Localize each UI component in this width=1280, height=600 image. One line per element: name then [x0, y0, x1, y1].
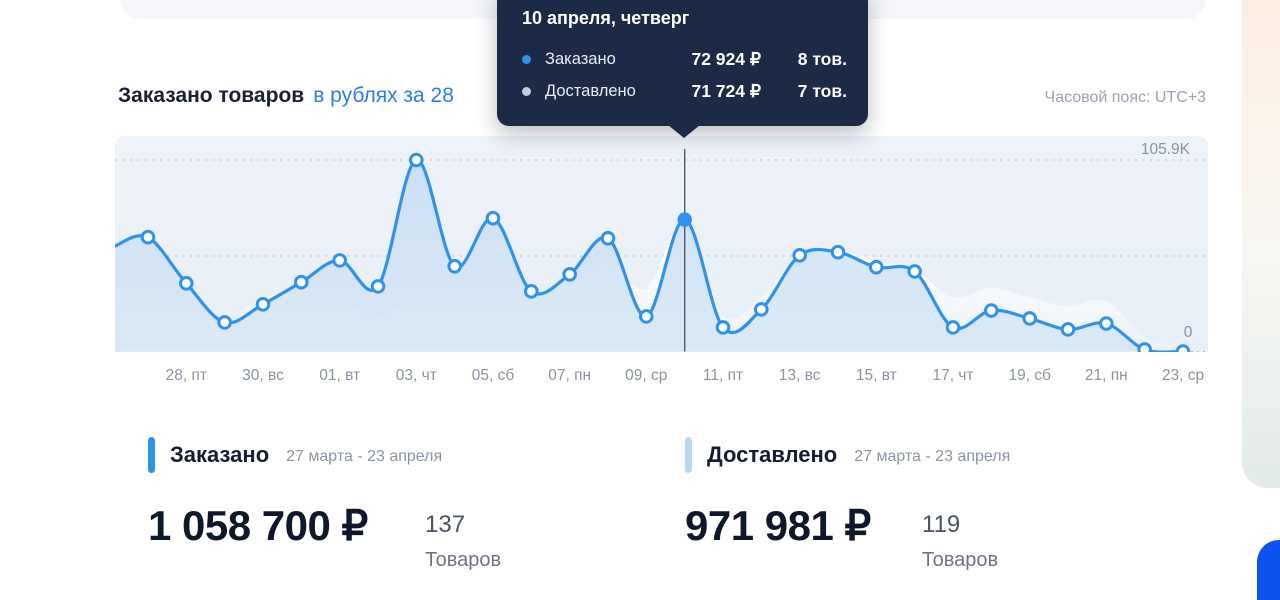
ordered-count: 137 — [425, 511, 466, 538]
data-point-marker[interactable] — [179, 276, 194, 291]
tooltip-delivered-value: 71 724 ₽ — [691, 80, 761, 101]
data-point-marker[interactable] — [409, 152, 424, 168]
x-axis-label: 03, чт — [395, 367, 437, 384]
data-point-marker[interactable] — [830, 244, 846, 260]
data-point-marker[interactable] — [217, 315, 232, 330]
ordered-series-dot-icon — [522, 54, 531, 64]
data-point-marker[interactable] — [945, 320, 961, 335]
data-point-marker[interactable] — [294, 274, 309, 290]
ordered-label: Заказано — [170, 442, 270, 467]
tooltip-row-ordered: Заказано 72 924 ₽ 8 тов. — [522, 43, 847, 75]
data-point-marker[interactable] — [600, 231, 616, 246]
tooltip-delivered-count: 7 тов. — [797, 80, 847, 101]
summary-delivered: Доставлено 27 марта - 23 апреля 971 981 … — [685, 437, 1205, 571]
ordered-count-label: Товаров — [425, 549, 502, 571]
data-point-marker[interactable] — [140, 229, 156, 245]
delivered-amount: 971 981 ₽ — [685, 502, 871, 549]
delivered-accent-bar — [685, 437, 692, 473]
corner-action-button[interactable] — [1257, 540, 1280, 600]
x-axis-label: 15, вт — [855, 367, 897, 384]
tooltip-ordered-label: Заказано — [545, 49, 616, 68]
x-axis-label: 21, пн — [1084, 367, 1128, 384]
timezone-label: Часовой пояс: UTC+3 — [1044, 89, 1206, 106]
summary-ordered: Заказано 27 марта - 23 апреля 1 058 700 … — [148, 437, 668, 571]
data-point-marker[interactable] — [1022, 311, 1038, 326]
x-axis-label: 09, ср — [625, 367, 668, 384]
y-max-label: 105.9K — [1141, 141, 1191, 158]
ordered-accent-bar — [148, 437, 155, 473]
chart-header: Заказано товаров в рублях за 28 — [118, 84, 454, 108]
tooltip-tail-icon — [668, 125, 700, 138]
x-axis-label: 07, пн — [548, 367, 592, 384]
data-point-marker[interactable] — [715, 320, 731, 335]
ordered-period: 27 марта - 23 апреля — [286, 447, 443, 465]
data-point-marker[interactable] — [255, 297, 271, 312]
delivered-series-dot-icon — [522, 86, 531, 96]
delivered-period: 27 марта - 23 апреля — [854, 447, 1011, 465]
data-point-marker[interactable] — [370, 279, 386, 294]
y-zero-label: 0 — [1184, 324, 1193, 341]
x-axis-label: 17, чт — [932, 367, 974, 384]
decorative-gradient-pill — [1242, 0, 1280, 488]
x-axis-label: 30, вс — [242, 367, 284, 384]
tooltip-ordered-count: 8 тов. — [797, 48, 847, 69]
delivered-count: 119 — [922, 511, 961, 538]
chart-tooltip: 10 апреля, четверг Заказано 72 924 ₽ 8 т… — [497, 0, 868, 126]
x-axis-label: 23, ср — [1161, 367, 1205, 384]
data-point-marker[interactable] — [562, 267, 578, 282]
data-point-marker[interactable] — [524, 284, 539, 299]
data-point-marker[interactable] — [1060, 322, 1076, 337]
tooltip-row-delivered: Доставлено 71 724 ₽ 7 тов. — [522, 75, 847, 107]
data-point-marker[interactable] — [1137, 342, 1152, 352]
data-point-marker[interactable] — [1099, 316, 1114, 331]
tooltip-delivered-label: Доставлено — [545, 81, 636, 100]
x-axis-label: 11, пт — [702, 367, 744, 384]
data-point-marker-hovered[interactable] — [677, 212, 692, 227]
delivered-count-label: Товаров — [922, 549, 999, 571]
ordered-amount: 1 058 700 ₽ — [148, 502, 368, 549]
x-axis: 28, пт 30, вс 01, вт 03, чт 05, сб 07, пн 09, … — [115, 367, 1208, 391]
data-point-marker[interactable] — [984, 303, 999, 318]
x-axis-label: 13, вс — [778, 367, 821, 384]
x-axis-label: 28, пт — [165, 367, 207, 384]
data-point-marker[interactable] — [1175, 344, 1191, 352]
data-point-marker[interactable] — [639, 309, 654, 324]
chart-plot-area: 105.9K 0 — [115, 136, 1208, 352]
data-point-marker[interactable] — [869, 259, 884, 275]
ordered-area — [115, 159, 1183, 352]
chart-title: Заказано товаров — [118, 84, 305, 107]
data-point-marker[interactable] — [447, 259, 463, 274]
data-point-marker[interactable] — [792, 248, 808, 263]
data-point-marker[interactable] — [907, 264, 923, 279]
x-axis-label: 01, вт — [319, 367, 361, 384]
x-axis-label: 19, сб — [1008, 367, 1051, 384]
tooltip-date-title: 10 апреля, четверг — [522, 8, 690, 28]
chart-subtitle-link[interactable]: в рублях за 28 — [313, 84, 454, 107]
data-point-marker[interactable] — [754, 302, 769, 317]
chart-svg: 105.9K 0 — [115, 141, 1208, 352]
data-point-marker[interactable] — [332, 253, 347, 268]
tooltip-ordered-value: 72 924 ₽ — [691, 48, 761, 69]
data-point-marker[interactable] — [485, 210, 501, 226]
x-axis-label: 05, сб — [471, 367, 515, 384]
delivered-label: Доставлено — [707, 442, 838, 467]
